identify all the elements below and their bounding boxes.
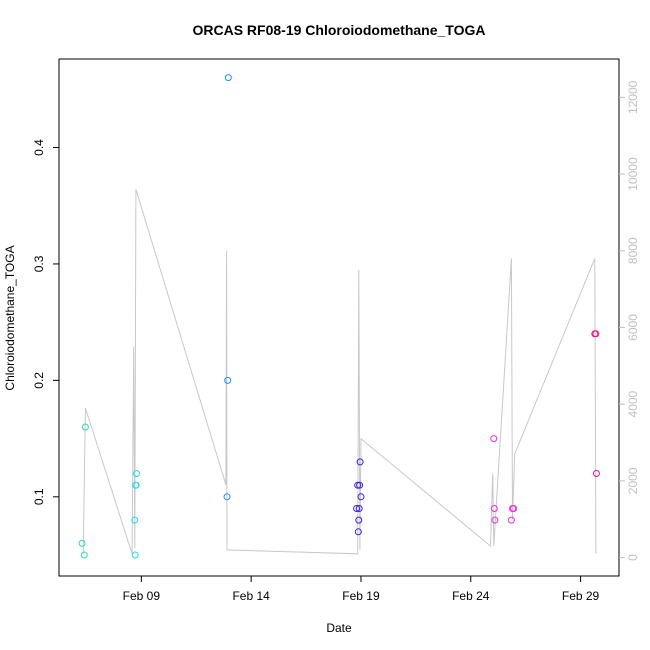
chart-title: ORCAS RF08-19 Chloroiodomethane_TOGA [192,22,485,38]
y2-tick-label: 6000 [626,314,640,341]
y2-tick-label: 10000 [626,157,640,191]
y-tick-label: 0.1 [32,488,46,505]
y2-tick-label: 4000 [626,391,640,418]
x-tick-label: Feb 29 [562,589,600,603]
data-point [355,505,363,512]
x-tick-label: Feb 09 [123,589,161,603]
altitude-line [82,189,597,555]
data-point [132,481,140,489]
data-point [356,481,364,489]
data-point [224,376,232,384]
data-point [491,516,499,524]
x-tick-label: Feb 19 [342,589,380,603]
y-tick-label: 0.2 [32,372,46,389]
y-axis-label: Chloroiodomethane_TOGA [3,245,17,390]
data-point [507,516,515,524]
data-point [510,505,518,512]
axes-layer: Feb 09 Feb 14 Feb 19 Feb 24 Feb 29 0.1 0.2 0.3 0… [32,80,640,603]
data-point [355,516,363,524]
points-layer [78,74,600,559]
data-point [78,539,86,547]
data-point [356,458,364,466]
data-point [133,470,140,477]
data-point [81,423,89,431]
data-point [357,493,365,501]
data-point [354,528,362,536]
data-point [223,493,231,501]
x-tick-label: Feb 24 [452,589,490,603]
data-point [592,330,600,338]
y-tick-label: 0.3 [32,255,46,272]
data-point [80,551,88,559]
x-tick-label: Feb 14 [232,589,270,603]
y2-tick-label: 12000 [626,80,640,114]
y2-tick-label: 2000 [626,467,640,494]
data-point [490,435,498,443]
x-axis-label: Date [326,621,352,635]
data-point [354,481,362,489]
plot-frame [58,58,620,577]
y-tick-label: 0.4 [32,139,46,156]
data-point [224,74,232,82]
data-point [490,505,498,512]
data-point [131,516,139,524]
y2-tick-label: 8000 [626,237,640,264]
data-point [592,470,600,477]
y2-tick-label: 0 [626,554,640,561]
data-point [131,551,139,559]
data-point [353,505,361,512]
altitude-layer [82,189,597,555]
